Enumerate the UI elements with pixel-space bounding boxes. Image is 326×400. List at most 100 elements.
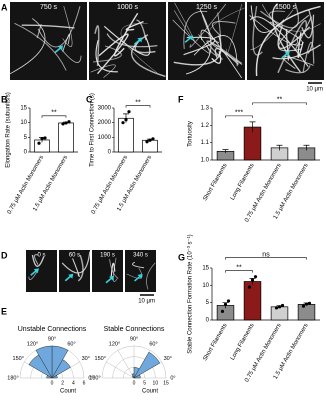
micrograph [92,250,123,292]
r-tick-label: 0 [133,380,136,386]
error-bar [249,121,256,133]
filament [249,15,298,45]
theta-tick-label: 150° [13,356,24,362]
theta-tick-label: 120° [27,342,38,348]
filament [103,25,151,56]
significance-label: ** [135,100,141,107]
arrow-head [108,275,114,281]
y-axis-label: Elongation Rate (subunits/s) [6,92,12,167]
polar-bar [28,354,53,379]
filament [110,262,116,280]
significance-bracket [225,270,253,273]
filament [211,20,236,37]
filament [189,3,227,48]
panel-label: G [178,252,185,262]
bar [297,304,316,321]
category-label: Long Filaments [230,163,256,202]
filament [61,251,91,274]
theta-tick-label: 30° [82,356,90,362]
frame-time: 1250 s [196,4,218,11]
filament [200,29,243,79]
y-tick-label: 0 [108,150,112,156]
r-axis-label: Count [142,389,158,395]
micrograph [10,2,87,80]
error-bar [276,144,283,151]
theta-tick-label: 150° [95,356,106,362]
filament [285,65,311,74]
micrograph [59,250,90,292]
filament [96,33,129,75]
data-point [37,141,41,145]
filament [146,262,156,290]
polar-bar [35,345,53,379]
filament [31,254,45,267]
filament [294,16,312,52]
filament [95,40,118,73]
panel-label: B [1,94,8,104]
theta-tick-label: 0° [88,375,93,381]
scale-label: 10 μm [138,299,155,305]
significance-label: ** [51,110,57,117]
y-axis-label: Stable Connection Formation Rate (10⁻³ s… [188,234,194,353]
significance-label: ** [236,265,242,272]
micrograph [26,250,57,292]
frame-time: 340 s [133,253,148,259]
polar-title: Unstable Connections [18,326,87,333]
bar [270,306,289,321]
data-point [61,122,65,126]
theta-tick-label: 180° [89,375,100,381]
filament [261,4,321,32]
data-point [151,137,155,141]
filament [37,6,81,48]
y-tick-label: 3000 [98,106,112,112]
significance-bracket [125,105,151,108]
data-point [226,299,231,303]
data-point [145,140,149,144]
filament [36,23,42,39]
filament [94,25,100,66]
y-tick-label: 15 [20,106,27,112]
filament [120,23,158,74]
filament [214,47,239,65]
polar-bar [46,374,53,379]
theta-tick-label: 180° [7,375,18,381]
r-tick-label: 5 [143,380,146,386]
data-point [304,302,309,306]
r-axis-label: Count [60,389,76,395]
data-point [40,136,44,141]
theta-tick-label: 120° [109,342,120,348]
category-label: Short Filaments [202,323,228,362]
filament [277,25,311,50]
filament [302,41,315,73]
arrow-head [137,37,143,43]
filament [172,19,211,54]
filament [132,261,145,269]
frame-time: 1500 s [275,4,297,11]
filament [59,46,82,63]
y-tick-label: 1.1 [201,140,210,146]
significance-bracket [252,102,307,105]
filament [201,14,220,44]
r-tick-label: 6 [83,380,86,386]
frame-time: 750 s [40,4,58,11]
theta-tick-label: 60° [149,342,157,348]
grid-spoke [117,350,135,379]
y-tick-label: 1.2 [201,123,210,129]
filament [109,259,119,279]
significance-label: ns [262,252,270,259]
y-tick-label: 0 [24,150,28,156]
bar [58,122,74,153]
y-tick-label: 10 [20,120,27,126]
data-point [121,121,125,125]
y-tick-label: 10 [202,283,209,289]
data-point [67,120,71,124]
data-point [43,136,47,140]
significance-bracket [41,115,67,118]
arrow-head [33,268,39,274]
data-point [277,305,282,309]
r-tick-label: 15 [163,380,169,386]
y-tick-label: 15 [202,266,209,272]
r-tick-label: 4 [72,380,75,386]
error-bar [222,149,229,154]
filament [90,64,116,78]
